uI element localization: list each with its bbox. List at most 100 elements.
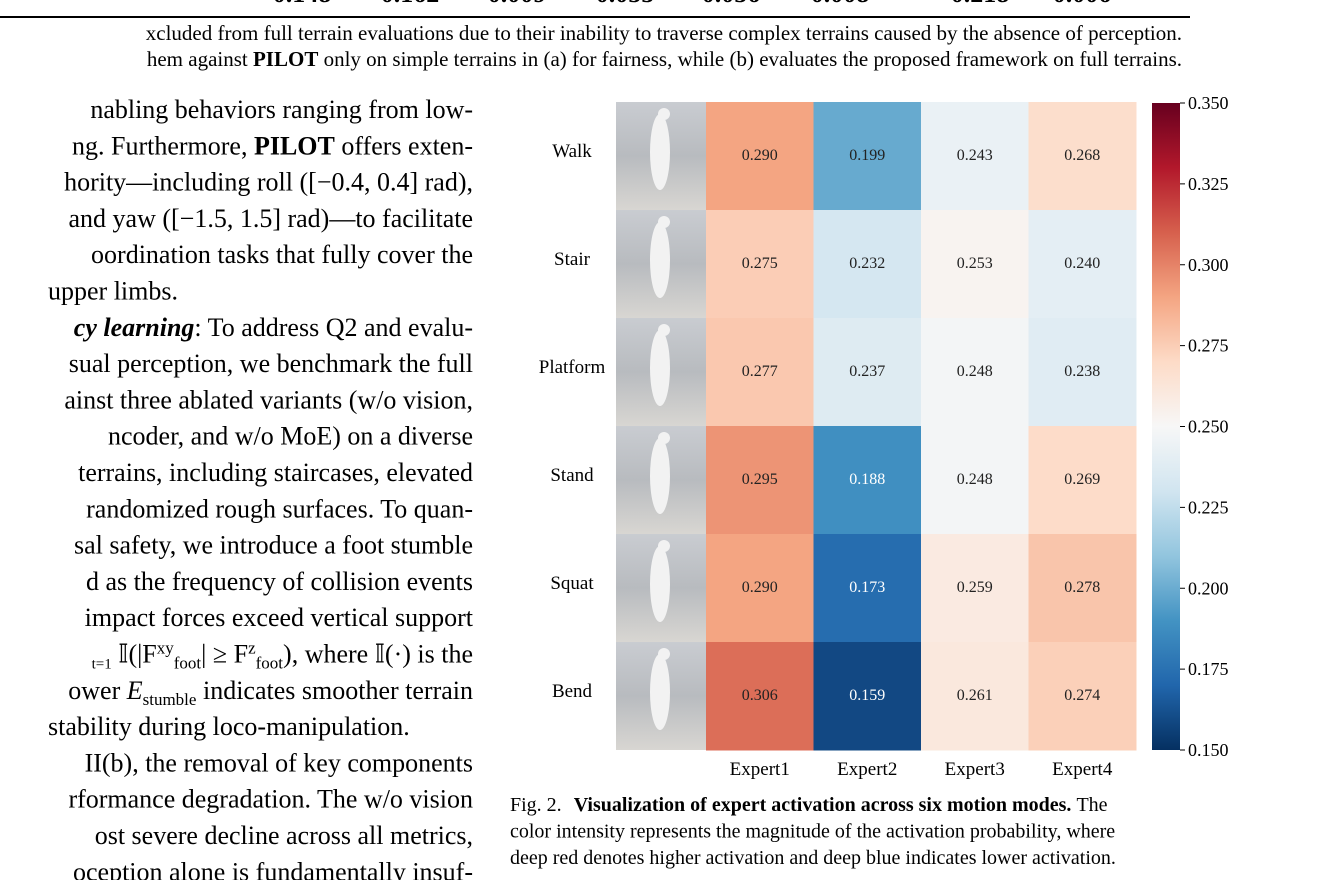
body-text: t=1 bbox=[92, 657, 112, 673]
row-label: Platform bbox=[539, 357, 606, 378]
cell-label: 0.295 bbox=[742, 471, 778, 488]
cell-label: 0.268 bbox=[1064, 147, 1100, 164]
heatmap-cell bbox=[921, 534, 1029, 643]
colorbar-label: 0.325 bbox=[1188, 174, 1229, 194]
body-text: d as the frequency of collision events bbox=[86, 567, 473, 596]
body-text: randomized rough surfaces. To quan- bbox=[86, 494, 473, 523]
body-text: : bbox=[194, 313, 201, 342]
thumbnail-figure bbox=[650, 222, 670, 298]
colorbar-label: 0.175 bbox=[1188, 659, 1229, 679]
row-label: Stand bbox=[550, 465, 594, 486]
colorbar-label: 0.225 bbox=[1188, 497, 1229, 517]
body-text: E bbox=[126, 676, 143, 705]
table-cell: 0.055 bbox=[596, 0, 655, 8]
body-text: stumble bbox=[143, 690, 197, 709]
cell-label: 0.290 bbox=[742, 579, 778, 596]
body-line: II(b), the removal of key components bbox=[85, 748, 473, 777]
cell-label: 0.274 bbox=[1064, 687, 1100, 704]
body-text: and yaw ([−1.5, 1.5] rad)—to facilitate bbox=[68, 204, 473, 233]
heatmap-cell bbox=[921, 318, 1029, 427]
thumbnail-head bbox=[658, 324, 670, 336]
cell-label: 0.278 bbox=[1064, 579, 1100, 596]
body-text: ainst three ablated variants (w/o vision… bbox=[64, 385, 473, 414]
cell-label: 0.240 bbox=[1064, 255, 1100, 272]
body-text: | ≥ F bbox=[201, 640, 248, 669]
table-caption-line: xcluded from full terrain evaluations du… bbox=[146, 21, 1182, 45]
body-line: hority—including roll ([−0.4, 0.4] rad), bbox=[64, 168, 473, 197]
heatmap-cell bbox=[813, 102, 922, 211]
table-cell: 0.008 bbox=[811, 0, 870, 8]
heatmap-cell bbox=[1028, 642, 1137, 751]
body-text: To address Q2 and evalu- bbox=[202, 313, 473, 342]
heatmap-cell bbox=[813, 642, 922, 751]
cell-label: 0.237 bbox=[849, 363, 885, 380]
body-text: ncoder, and w/o MoE) on a diverse bbox=[108, 422, 473, 451]
body-text: rformance degradation. The w/o vision bbox=[68, 785, 473, 814]
colorbar-label: 0.200 bbox=[1188, 578, 1229, 598]
body-line: impact forces exceed vertical support bbox=[85, 603, 474, 632]
heatmap-cell bbox=[706, 102, 814, 211]
thumbnail-figure bbox=[650, 114, 670, 190]
heatmap-cell bbox=[1028, 318, 1137, 427]
body-text: nabling behaviors ranging from low- bbox=[90, 95, 473, 124]
body-line: oception alone is fundamentally insuf- bbox=[73, 857, 473, 880]
thumbnail-head bbox=[658, 648, 670, 660]
cell-label: 0.306 bbox=[742, 687, 778, 704]
body-line: and yaw ([−1.5, 1.5] rad)—to facilitate bbox=[68, 204, 473, 233]
figure-caption-line: Fig. 2. Visualization of expert activatio… bbox=[510, 794, 1108, 816]
body-text: II(b), the removal of key components bbox=[85, 748, 473, 777]
heatmap-cell bbox=[1028, 210, 1137, 319]
cell-label: 0.290 bbox=[742, 147, 778, 164]
heatmap-cell bbox=[813, 534, 922, 643]
body-line: randomized rough surfaces. To quan- bbox=[86, 494, 473, 523]
figure-caption-line: color intensity represents the magnitude… bbox=[510, 821, 1115, 843]
cell-label: 0.261 bbox=[957, 687, 993, 704]
colorbar-label: 0.300 bbox=[1188, 255, 1229, 275]
cell-label: 0.238 bbox=[1064, 363, 1100, 380]
cell-label: 0.173 bbox=[849, 579, 885, 596]
table-caption-line: hem against PILOT only on simple terrain… bbox=[147, 47, 1182, 71]
body-text: ower bbox=[68, 676, 126, 705]
heatmap-cell bbox=[921, 426, 1029, 535]
caption-text: only on simple terrains in (a) for fairn… bbox=[318, 47, 1182, 71]
cell-label: 0.232 bbox=[849, 255, 885, 272]
table-cell: 0.162 bbox=[381, 0, 440, 8]
body-text: xy bbox=[157, 639, 175, 658]
table-cell: 0.148 bbox=[273, 0, 332, 8]
heatmap-cell bbox=[706, 210, 814, 319]
cell-label: 0.277 bbox=[742, 363, 778, 380]
thumbnail-figure bbox=[650, 438, 670, 514]
cell-label: 0.188 bbox=[849, 471, 885, 488]
heatmap-cell bbox=[921, 102, 1029, 211]
body-line: t=1 𝕀(|Fxyfoot| ≥ Fzfoot), where 𝕀(·) is… bbox=[92, 639, 473, 673]
body-line: rformance degradation. The w/o vision bbox=[68, 785, 473, 814]
thumbnail-figure bbox=[650, 654, 670, 730]
body-text: offers exten- bbox=[335, 131, 473, 160]
heatmap-cell bbox=[813, 318, 922, 427]
heatmap-cell bbox=[1028, 426, 1137, 535]
table-cell: 0.009 bbox=[488, 0, 547, 8]
content: 0.148 0.162 0.009 0.055 0.056 0.008 0.218 0.006… bbox=[48, 0, 1182, 880]
thumbnail-head bbox=[658, 540, 670, 552]
body-text: ), where 𝕀(·) is the bbox=[283, 640, 473, 669]
colorbar-label: 0.350 bbox=[1188, 93, 1229, 113]
column-label: Expert3 bbox=[945, 759, 1005, 780]
body-text: cy learning bbox=[74, 313, 195, 342]
caption-text: hem against bbox=[147, 47, 253, 71]
heatmap-cell bbox=[921, 642, 1029, 751]
body-line: ncoder, and w/o MoE) on a diverse bbox=[108, 422, 473, 451]
thumbnail-head bbox=[658, 216, 670, 228]
body-text: 𝕀(|F bbox=[112, 640, 157, 669]
thumbnail-head bbox=[658, 108, 670, 120]
heatmap-cell bbox=[706, 642, 814, 751]
heatmap-cell bbox=[813, 210, 922, 319]
body-line: d as the frequency of collision events bbox=[86, 567, 473, 596]
body-text: sual perception, we benchmark the full bbox=[69, 349, 473, 378]
body-text: PILOT bbox=[254, 131, 335, 160]
cell-label: 0.275 bbox=[742, 255, 778, 272]
body-text: ng. Furthermore, bbox=[72, 131, 254, 160]
row-label: Walk bbox=[552, 141, 592, 162]
body-line: ost severe decline across all metrics, bbox=[95, 821, 473, 850]
column-label: Expert2 bbox=[837, 759, 897, 780]
row-label: Stair bbox=[554, 249, 591, 270]
